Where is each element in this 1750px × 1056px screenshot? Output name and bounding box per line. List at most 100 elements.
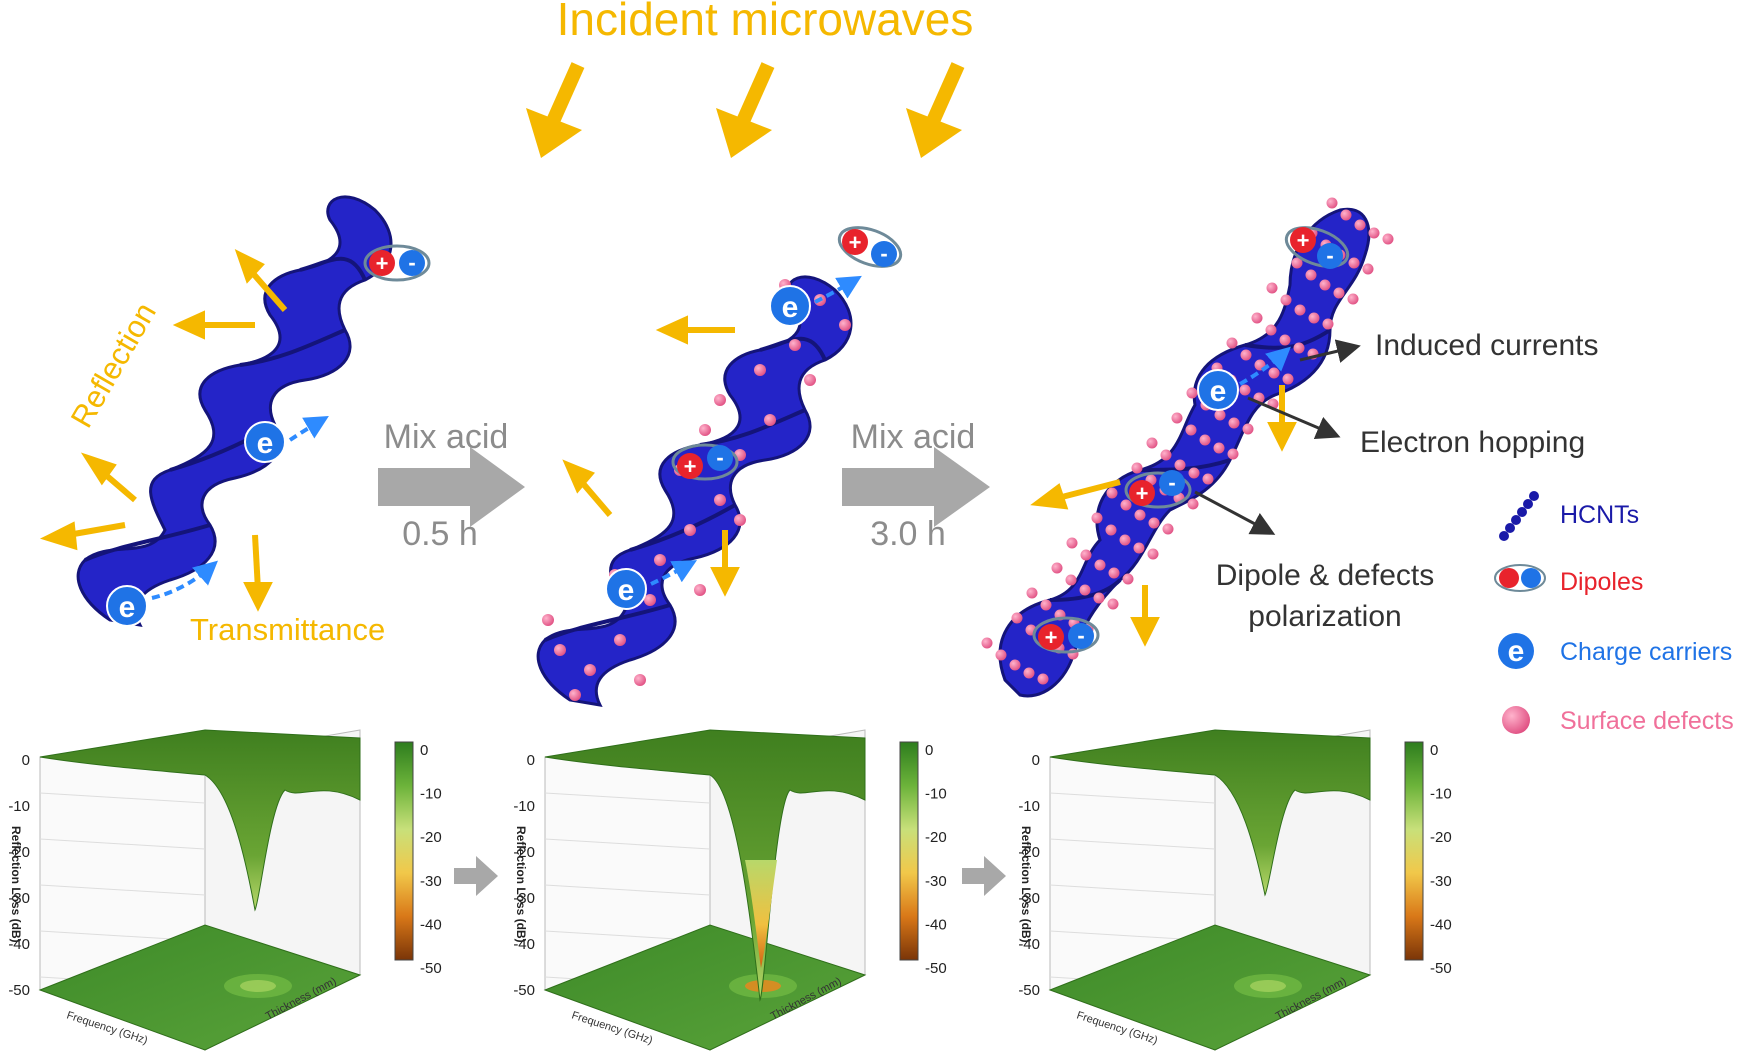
- colorbar-tick-label: -50: [1430, 960, 1452, 977]
- colorbar-tick-label: 0: [1430, 742, 1438, 759]
- plus-sign: +: [1297, 228, 1310, 253]
- process-arrow-2-icon: [842, 447, 990, 527]
- dipole-3b-icon: + -: [1124, 470, 1192, 509]
- dipole-icon: [1494, 564, 1546, 592]
- dipole-2b-icon: + -: [671, 443, 739, 481]
- z-tick-label: -30: [513, 890, 535, 907]
- colorbar: [1404, 741, 1424, 961]
- title: Incident microwaves: [557, 0, 974, 45]
- colorbar-tick-label: -20: [1430, 829, 1452, 846]
- legend-label-hcnts: HCNTs: [1560, 501, 1639, 529]
- electron-3a-icon: e: [1197, 346, 1291, 411]
- helix-0-5h: [536, 275, 853, 707]
- z-tick-label: -30: [1018, 890, 1040, 907]
- z-tick-label: -10: [8, 798, 30, 815]
- process-step-1-line2: 0.5 h: [402, 515, 478, 553]
- dipole-3a-icon: + -: [1284, 226, 1350, 269]
- electron-symbol: e: [257, 427, 274, 460]
- plus-sign: +: [684, 454, 697, 479]
- plus-sign: +: [849, 230, 862, 255]
- dipole-2a-icon: + -: [837, 226, 903, 268]
- electron-hopping-label: Electron hopping: [1360, 426, 1585, 459]
- z-tick-label: -50: [8, 982, 30, 999]
- legend-item-charge-carriers: e Charge carriers: [1498, 633, 1732, 669]
- incident-arrows: [526, 62, 965, 158]
- z-tick-label: -30: [8, 890, 30, 907]
- helix-pristine: [76, 195, 393, 627]
- legend: HCNTs Dipoles e Charge carriers Surface …: [1494, 491, 1734, 735]
- dipole-1a-icon: + -: [363, 244, 431, 282]
- reflection-arrows-2: [562, 315, 740, 597]
- colorbar-tick-label: -20: [420, 829, 442, 846]
- helix-3-0h: [981, 197, 1394, 698]
- electron-2a-icon: e: [769, 275, 862, 327]
- plot-arrow-1-icon: [454, 856, 498, 896]
- z-tick-label: -10: [513, 798, 535, 815]
- induced-currents-label: Induced currents: [1375, 329, 1598, 362]
- minus-sign: -: [1326, 243, 1333, 268]
- colorbar-tick-label: -20: [925, 829, 947, 846]
- process-arrow-1-icon: [378, 447, 525, 527]
- z-tick-label: 0: [22, 752, 30, 769]
- dipole-3c-icon: + -: [1032, 616, 1100, 654]
- plus-sign: +: [1136, 481, 1149, 506]
- z-axis-label: Reflection Loss (dB): [514, 826, 528, 943]
- process-step-2-line2: 3.0 h: [870, 515, 946, 553]
- colorbar-tick-label: -10: [1430, 786, 1452, 803]
- legend-label-charge-carriers: Charge carriers: [1560, 638, 1732, 666]
- colorbar-tick-label: -50: [420, 960, 442, 977]
- colorbar: [394, 741, 414, 961]
- z-tick-label: 0: [1032, 752, 1040, 769]
- colorbar-tick-label: -10: [420, 786, 442, 803]
- incident-arrow-2-icon: [716, 62, 775, 158]
- electron-symbol: e: [782, 291, 799, 324]
- electron-icon: e: [1498, 633, 1534, 669]
- z-axis-label: Reflection Loss (dB): [9, 826, 23, 943]
- colorbar-tick-label: -50: [925, 960, 947, 977]
- z-tick-label: -20: [513, 844, 535, 861]
- z-tick-label: -50: [513, 982, 535, 999]
- colorbar-tick-label: -10: [925, 786, 947, 803]
- z-axis-label: Reflection Loss (dB): [1019, 826, 1033, 943]
- legend-label-dipoles: Dipoles: [1560, 568, 1643, 596]
- reflection-arrows-1: [39, 249, 288, 612]
- minus-sign: -: [408, 250, 415, 275]
- electron-2b-icon: e: [605, 560, 698, 610]
- electron-1b-icon: e: [106, 560, 218, 627]
- legend-label-surface-defects: Surface defects: [1560, 707, 1734, 735]
- process-step-1: Mix acid 0.5 h: [378, 418, 525, 553]
- z-tick-label: 0: [527, 752, 535, 769]
- z-tick-label: -20: [8, 844, 30, 861]
- minus-sign: -: [880, 241, 887, 266]
- legend-item-surface-defects: Surface defects: [1502, 706, 1734, 735]
- process-step-1-line1: Mix acid: [384, 418, 509, 456]
- colorbar-tick-label: -30: [1430, 873, 1452, 890]
- incident-arrow-3-icon: [906, 62, 965, 158]
- colorbar-tick-label: -30: [925, 873, 947, 890]
- reflection-label: Reflection: [64, 297, 163, 434]
- electron-symbol: e: [618, 574, 635, 607]
- colorbar-tick-label: 0: [420, 742, 428, 759]
- minus-sign: -: [1077, 623, 1084, 648]
- plus-sign: +: [376, 251, 389, 276]
- minus-sign: -: [1168, 470, 1175, 495]
- process-step-2: Mix acid 3.0 h: [842, 418, 990, 553]
- z-tick-label: -10: [1018, 798, 1040, 815]
- colorbar-tick-label: -30: [420, 873, 442, 890]
- electron-symbol: e: [119, 591, 136, 624]
- colorbar-tick-label: -40: [1430, 916, 1452, 933]
- process-step-2-line1: Mix acid: [851, 418, 976, 456]
- plot-arrow-2-icon: [962, 856, 1006, 896]
- reflection-arrows-3: [1030, 385, 1297, 647]
- legend-item-dipoles: Dipoles: [1494, 564, 1643, 596]
- helix-icon: [1499, 491, 1539, 541]
- electron-symbol: e: [1210, 375, 1227, 408]
- colorbar-tick-label: -40: [925, 916, 947, 933]
- incident-arrow-1-icon: [526, 62, 585, 158]
- dipole-polarization-line1: Dipole & defects: [1216, 559, 1434, 592]
- electron-symbol: e: [1508, 635, 1525, 668]
